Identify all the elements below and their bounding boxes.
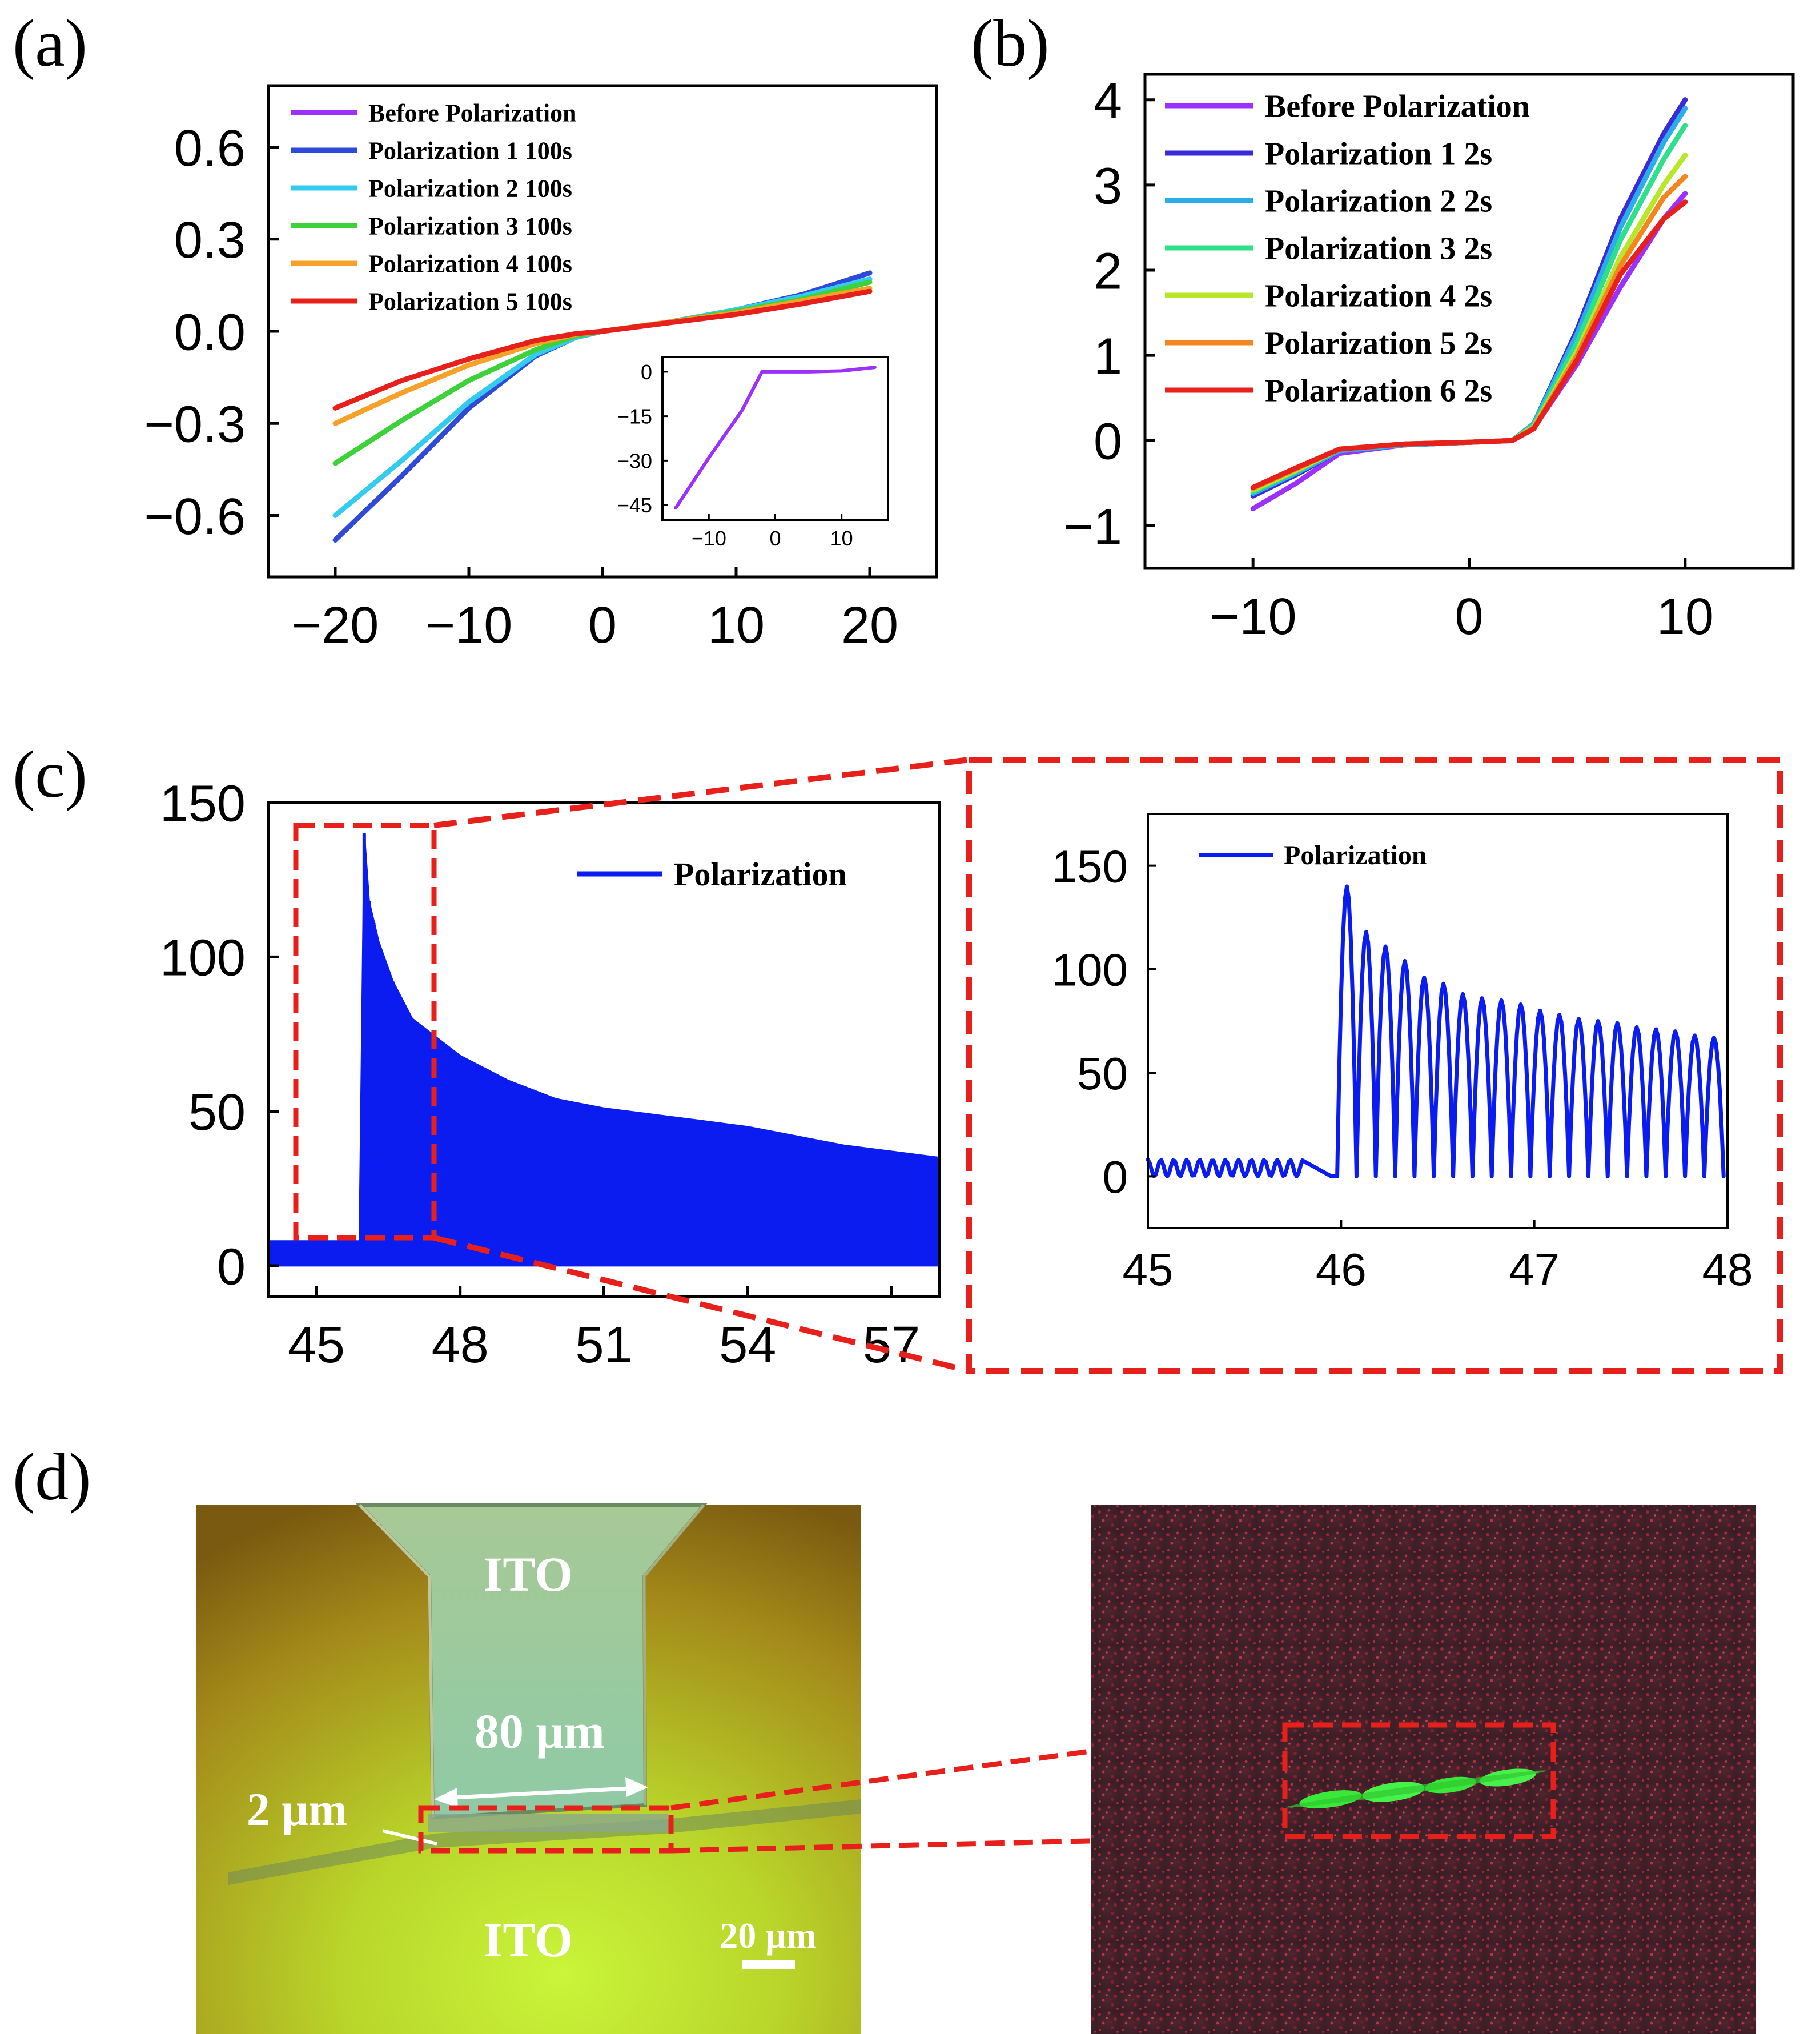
legend-entry: Polarization 4 100s bbox=[368, 250, 572, 278]
scale-bar-label: 20 μm bbox=[720, 1915, 817, 1956]
inset-y-tick-label: −30 bbox=[617, 449, 652, 472]
inset-x-tick-label: 10 bbox=[830, 527, 853, 550]
legend-entry: Polarization 6 2s bbox=[1265, 374, 1492, 409]
panel-label-a: (a) bbox=[13, 6, 87, 81]
chart-c-zoom: 45 46 47 48 0 50 100 150 Polarization bbox=[1052, 813, 1753, 1295]
y-tick-label: 50 bbox=[1077, 1048, 1128, 1099]
inset-x-tick-label: 0 bbox=[769, 527, 781, 550]
series-line bbox=[332, 288, 873, 411]
y-tick-label: −0.6 bbox=[144, 488, 246, 545]
x-tick-label: 48 bbox=[432, 1317, 489, 1374]
x-tick-label: 10 bbox=[1657, 588, 1714, 645]
inset-series-line bbox=[674, 366, 877, 510]
y-tick-label: −1 bbox=[1063, 499, 1122, 556]
x-tick-label: −10 bbox=[425, 597, 513, 654]
y-tick-label: 50 bbox=[188, 1084, 246, 1141]
y-tick-label: 3 bbox=[1094, 158, 1122, 215]
x-tick-label: −10 bbox=[1210, 588, 1297, 645]
inset-x-tick-label: −10 bbox=[692, 527, 726, 550]
x-tick-label: 10 bbox=[708, 597, 765, 654]
inset-y-tick-label: −45 bbox=[617, 494, 652, 517]
y-tick-label: 100 bbox=[160, 930, 246, 987]
y-tick-label: 0 bbox=[1103, 1152, 1128, 1202]
y-tick-label: 0 bbox=[217, 1238, 246, 1295]
width-label: 80 μm bbox=[475, 1704, 605, 1759]
micrograph-right bbox=[1091, 1505, 1756, 2034]
x-tick-label: 46 bbox=[1316, 1244, 1367, 1295]
selection-box-left bbox=[418, 1805, 674, 1854]
panel-label-b: (b) bbox=[971, 6, 1050, 81]
plot-frame bbox=[1147, 813, 1729, 1229]
y-tick-label: 0.6 bbox=[174, 120, 246, 177]
ito-top-label: ITO bbox=[484, 1547, 573, 1602]
legend-entry: Polarization bbox=[1284, 840, 1427, 870]
legend-entry: Before Polarization bbox=[1265, 89, 1530, 125]
y-tick-label: 0 bbox=[1094, 414, 1122, 471]
x-tick-label: 0 bbox=[588, 597, 617, 654]
y-tick-label: 0.3 bbox=[174, 212, 246, 269]
legend-entry: Polarization 3 2s bbox=[1265, 231, 1492, 267]
legend-entry: Polarization 1 2s bbox=[1265, 137, 1492, 172]
x-tick-label: 51 bbox=[575, 1317, 632, 1374]
inset-y-tick-label: 0 bbox=[641, 360, 652, 384]
legend-entry: Polarization 2 100s bbox=[368, 174, 572, 202]
zoom-selection-box bbox=[293, 823, 437, 1241]
y-tick-label: −0.3 bbox=[144, 396, 246, 454]
x-tick-label: 20 bbox=[841, 597, 898, 654]
x-tick-label: 0 bbox=[1455, 588, 1483, 645]
inset-y-tick-label: −15 bbox=[617, 405, 652, 428]
ito-bottom-label: ITO bbox=[484, 1912, 573, 1967]
y-tick-label: 0.0 bbox=[174, 304, 246, 361]
legend-entry: Polarization 4 2s bbox=[1265, 279, 1492, 314]
y-tick-label: 4 bbox=[1094, 73, 1122, 130]
green-emission bbox=[1286, 1768, 1546, 1808]
y-tick-label: 150 bbox=[1052, 841, 1128, 892]
legend-entry: Polarization 5 100s bbox=[368, 287, 572, 315]
gap-label: 2 μm bbox=[247, 1783, 347, 1835]
x-tick-label: 54 bbox=[719, 1317, 776, 1374]
series-line bbox=[1146, 884, 1726, 1178]
legend-entry: Polarization 1 100s bbox=[368, 137, 572, 165]
y-tick-label: 150 bbox=[160, 775, 246, 832]
selection-box-right bbox=[1282, 1722, 1556, 1839]
scale-bar bbox=[742, 1960, 795, 1969]
series-line bbox=[1250, 199, 1688, 490]
legend-entry: Before Polarization bbox=[368, 99, 577, 127]
zoom-frame bbox=[966, 757, 1783, 1374]
zoom-connectors bbox=[433, 757, 970, 1374]
y-tick-label: 1 bbox=[1094, 328, 1122, 386]
x-tick-label: 45 bbox=[1123, 1244, 1174, 1295]
x-tick-label: −20 bbox=[292, 597, 379, 654]
x-tick-label: 47 bbox=[1509, 1244, 1560, 1295]
width-arrow bbox=[434, 1777, 648, 1808]
x-tick-label: 48 bbox=[1702, 1244, 1753, 1295]
panel-label-c: (c) bbox=[13, 737, 87, 812]
legend-entry: Polarization bbox=[674, 856, 847, 893]
panel-label-d: (d) bbox=[13, 1439, 91, 1514]
y-tick-label: 100 bbox=[1052, 945, 1128, 996]
y-tick-label: 2 bbox=[1094, 243, 1122, 300]
legend-entry: Polarization 5 2s bbox=[1265, 326, 1492, 362]
chart-a: −20 −10 0 10 20 −0.6 −0.3 0.0 0.3 0.6 Before Polar… bbox=[144, 84, 938, 654]
x-tick-label: 45 bbox=[288, 1317, 345, 1374]
legend-entry: Polarization 2 2s bbox=[1265, 184, 1492, 219]
inset-frame bbox=[661, 356, 889, 521]
micrograph-left: ITO ITO 80 μm 2 μm 20 μm bbox=[196, 1503, 861, 2034]
legend-entry: Polarization 3 100s bbox=[368, 212, 572, 240]
